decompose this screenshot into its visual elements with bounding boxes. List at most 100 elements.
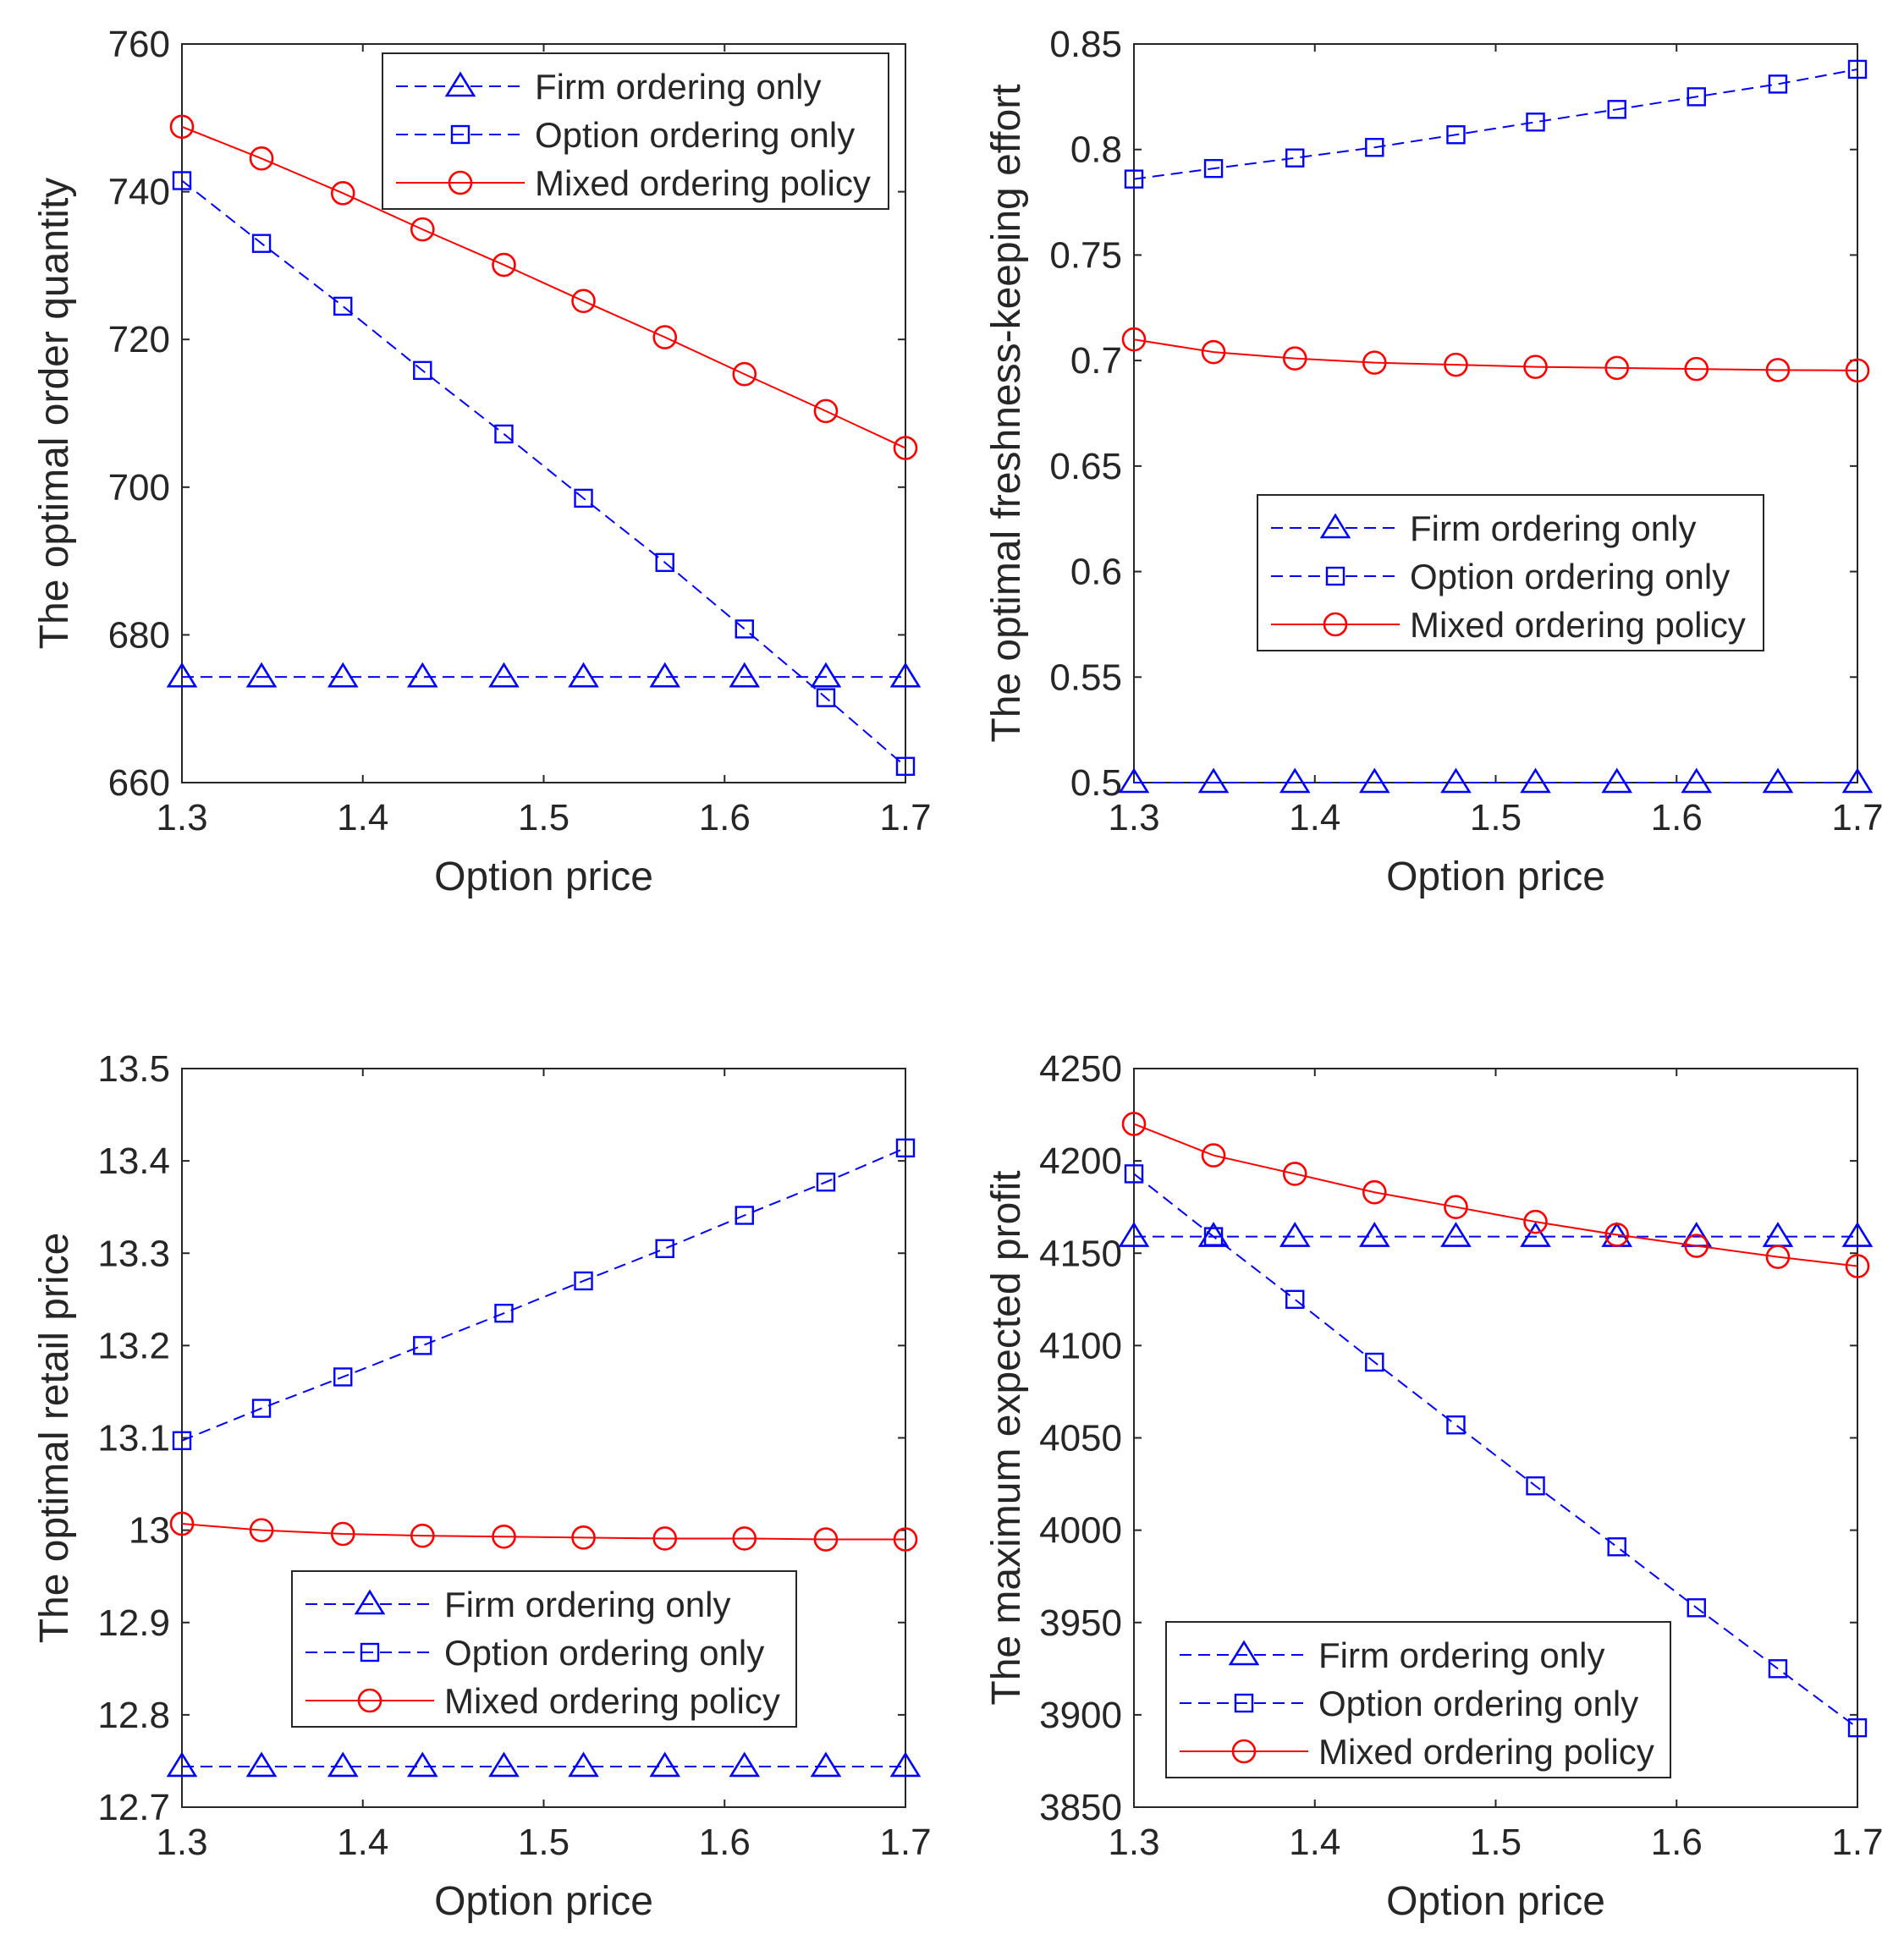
- series-mixed-ordering-policy: [1121, 327, 1870, 383]
- data-point: [1118, 767, 1150, 794]
- data-point: [1523, 354, 1548, 379]
- series-firm-ordering-only: [1118, 767, 1874, 794]
- series-line: [1133, 68, 1858, 180]
- data-point: [327, 1751, 359, 1778]
- data-point: [1365, 138, 1384, 157]
- y-tick-label: 3900: [1039, 1695, 1122, 1736]
- x-tick-label: 1.5: [1470, 1822, 1522, 1863]
- y-tick-label: 700: [108, 467, 170, 508]
- y-tick-label: 760: [108, 24, 170, 65]
- data-point: [895, 756, 916, 776]
- data-point: [1607, 1537, 1626, 1557]
- data-point: [1607, 100, 1626, 119]
- x-axis-label: Option price: [1386, 1879, 1605, 1924]
- data-point: [1358, 767, 1390, 794]
- series-line: [181, 1522, 905, 1541]
- data-point: [1362, 1179, 1387, 1205]
- series-line: [1133, 1123, 1858, 1267]
- legend-item: Option ordering only: [396, 115, 855, 155]
- data-point: [810, 662, 842, 688]
- data-point: [735, 619, 754, 639]
- data-point: [732, 1526, 757, 1551]
- data-point: [1687, 1598, 1706, 1618]
- x-tick-label: 1.6: [1651, 1822, 1703, 1863]
- legend-item: Option ordering only: [1180, 1684, 1638, 1723]
- data-point: [1201, 1143, 1226, 1168]
- data-point: [1684, 356, 1709, 382]
- legend-marker: [1323, 612, 1348, 637]
- x-tick-label: 1.6: [699, 797, 751, 838]
- chart-panel-2: 1.3 1.4 1.5 1.6 1.7 0.5 0.55 0.6 0.65 0.7 0.75 0.8 0…: [984, 24, 1884, 899]
- data-point: [652, 1526, 678, 1551]
- data-point: [655, 1239, 674, 1258]
- series-firm-ordering-only: [166, 1751, 922, 1778]
- legend-item: Option ordering only: [305, 1633, 764, 1673]
- data-point: [816, 1173, 836, 1192]
- series-option-ordering-only: [172, 1138, 916, 1450]
- data-point: [1203, 1227, 1224, 1246]
- data-point: [1523, 1209, 1548, 1234]
- series-mixed-ordering-policy: [1121, 1112, 1870, 1278]
- x-tick-label: 1.7: [1831, 1822, 1883, 1863]
- plot-area: [1133, 43, 1858, 783]
- data-point: [166, 1751, 198, 1778]
- y-tick-label: 720: [108, 319, 170, 360]
- legend-label: Option ordering only: [444, 1633, 764, 1673]
- data-point: [172, 1431, 192, 1450]
- legend-item: Firm ordering only: [305, 1585, 730, 1624]
- data-point: [1201, 339, 1226, 365]
- data-point: [1444, 1195, 1468, 1219]
- chart-panel-4: 1.3 1.4 1.5 1.6 1.7 3850 3900 3950 4000 4050 4100 4…: [984, 1048, 1884, 1924]
- data-point: [166, 662, 198, 688]
- data-point: [1601, 767, 1633, 794]
- legend-item: Mixed ordering policy: [396, 163, 871, 203]
- data-point: [813, 398, 839, 424]
- data-point: [330, 1521, 355, 1547]
- y-tick-label: 13.2: [97, 1325, 170, 1366]
- data-point: [1765, 1245, 1791, 1269]
- legend-marker: [1319, 513, 1351, 539]
- x-tick-label: 1.3: [1108, 1822, 1159, 1863]
- x-tick-label: 1.7: [1831, 797, 1883, 838]
- y-tick-label: 4000: [1039, 1510, 1122, 1552]
- y-tick-label: 13.1: [97, 1418, 170, 1459]
- data-point: [1841, 767, 1874, 794]
- y-tick-label: 12.9: [97, 1602, 170, 1644]
- legend-item: Firm ordering only: [1180, 1635, 1604, 1675]
- legend-item: Firm ordering only: [1271, 508, 1696, 548]
- legend-label: Option ordering only: [1410, 557, 1730, 596]
- x-tick-label: 1.4: [337, 797, 388, 838]
- data-point: [1847, 59, 1868, 80]
- legend-label: Firm ordering only: [1318, 1635, 1604, 1675]
- legend-label: Option ordering only: [535, 115, 855, 155]
- data-point: [1446, 1415, 1466, 1435]
- data-point: [1285, 148, 1305, 168]
- data-point: [1446, 125, 1466, 145]
- data-point: [649, 662, 681, 688]
- series-line: [181, 179, 906, 767]
- data-point: [494, 424, 514, 444]
- legend-label: Mixed ordering policy: [535, 163, 871, 203]
- data-point: [249, 146, 274, 171]
- x-tick-label: 1.4: [337, 1822, 388, 1863]
- data-point: [732, 361, 757, 387]
- data-point: [1358, 1222, 1390, 1247]
- data-point: [251, 234, 272, 253]
- y-tick-label: 4150: [1039, 1233, 1122, 1274]
- data-point: [649, 1751, 681, 1778]
- legend-marker: [1231, 1739, 1257, 1764]
- data-point: [1285, 1289, 1305, 1310]
- data-point: [893, 1527, 918, 1552]
- data-point: [406, 1751, 438, 1778]
- legend-label: Mixed ordering policy: [1318, 1732, 1654, 1772]
- legend-label: Mixed ordering policy: [444, 1681, 780, 1721]
- y-tick-label: 4250: [1039, 1048, 1122, 1090]
- y-tick-label: 3950: [1039, 1602, 1122, 1644]
- data-point: [729, 1751, 761, 1778]
- data-point: [735, 1206, 754, 1225]
- x-axis-label: Option price: [434, 1879, 653, 1924]
- y-tick-label: 4100: [1039, 1325, 1122, 1366]
- data-point: [895, 1138, 916, 1158]
- y-tick-label: 680: [108, 614, 170, 656]
- x-tick-label: 1.5: [518, 797, 570, 838]
